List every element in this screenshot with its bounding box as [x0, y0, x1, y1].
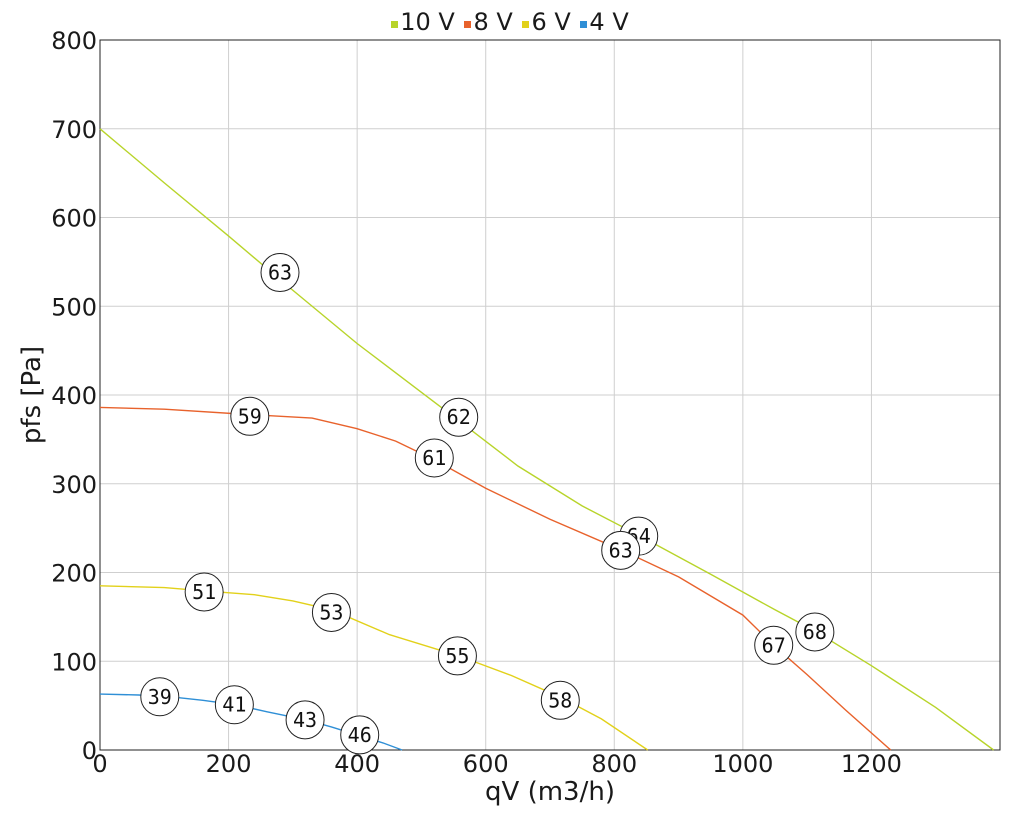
series-layer — [99, 128, 995, 751]
point-label-text: 63 — [609, 538, 633, 562]
x-tick-label: 0 — [92, 750, 107, 778]
y-tick-label: 400 — [51, 382, 97, 410]
point-label-badge — [795, 612, 835, 652]
point-label-badge — [230, 396, 270, 436]
point-label-badge — [439, 397, 479, 437]
x-tick-label: 200 — [206, 750, 252, 778]
point-label-text: 39 — [148, 685, 172, 709]
legend-label-4v: 4 V — [589, 8, 629, 36]
x-axis-ticks: 0 200 400 600 800 1000 1200 — [92, 750, 902, 778]
x-tick-label: 1000 — [712, 750, 773, 778]
legend-swatch-6v — [522, 21, 530, 28]
point-label-text: 53 — [319, 600, 343, 624]
point-label-2: 51 — [184, 572, 224, 612]
point-label-3: 46 — [340, 715, 380, 755]
legend-label-8v: 8 V — [473, 8, 513, 36]
y-tick-label: 300 — [51, 471, 97, 499]
series-line-1 — [99, 406, 892, 751]
legend-swatch-10v — [391, 21, 399, 28]
point-label-text: 63 — [268, 261, 292, 285]
point-label-badge — [601, 530, 641, 570]
point-label-text: 46 — [348, 723, 372, 747]
point-label-text: 41 — [222, 693, 246, 717]
legend-swatch-4v — [580, 21, 588, 28]
point-label-badge — [340, 715, 380, 755]
point-label-text: 61 — [422, 446, 446, 470]
point-label-2: 53 — [311, 592, 351, 632]
x-axis-title: qV (m3/h) — [485, 777, 615, 807]
point-label-text: 68 — [803, 620, 827, 644]
point-label-2: 55 — [437, 636, 477, 676]
legend-swatch-8v — [464, 21, 472, 28]
y-tick-label: 100 — [51, 648, 97, 676]
series-line-0 — [99, 128, 995, 751]
point-label-badge — [311, 592, 351, 632]
point-label-text: 62 — [447, 405, 471, 429]
y-tick-label: 0 — [82, 737, 97, 765]
point-label-text: 59 — [238, 404, 262, 428]
legend-item-4v[interactable]: 4 V — [580, 8, 629, 36]
point-label-text: 67 — [762, 633, 786, 657]
y-tick-label: 500 — [51, 293, 97, 321]
x-tick-label: 800 — [591, 750, 637, 778]
chart-legend: 10 V 8 V 6 V 4 V — [0, 8, 1020, 36]
point-label-2: 58 — [540, 680, 580, 720]
point-label-3: 41 — [214, 685, 254, 725]
point-label-badge — [540, 680, 580, 720]
point-label-badge — [414, 438, 454, 478]
point-label-badge — [437, 636, 477, 676]
point-label-1: 59 — [230, 396, 270, 436]
x-tick-label: 1200 — [841, 750, 902, 778]
x-tick-label: 400 — [334, 750, 380, 778]
point-label-0: 62 — [439, 397, 479, 437]
point-label-badge — [184, 572, 224, 612]
legend-label-10v: 10 V — [400, 8, 455, 36]
point-label-0: 63 — [260, 253, 300, 293]
y-tick-label: 800 — [51, 27, 97, 55]
point-label-3: 39 — [140, 677, 180, 717]
legend-item-8v[interactable]: 8 V — [464, 8, 513, 36]
point-label-badge — [214, 685, 254, 725]
y-axis-title: pfs [Pa] — [17, 346, 47, 444]
point-label-0: 68 — [795, 612, 835, 652]
point-label-badge — [140, 677, 180, 717]
y-axis-ticks: 0 100 200 300 400 500 600 700 800 — [51, 27, 97, 765]
y-tick-label: 600 — [51, 205, 97, 233]
point-label-text: 58 — [548, 688, 572, 712]
plot-area-frame — [99, 39, 1001, 751]
x-tick-label: 600 — [463, 750, 509, 778]
point-label-text: 43 — [293, 708, 317, 732]
point-label-1: 61 — [414, 438, 454, 478]
y-tick-label: 700 — [51, 116, 97, 144]
point-label-badge — [754, 625, 794, 665]
point-label-1: 67 — [754, 625, 794, 665]
y-tick-label: 200 — [51, 560, 97, 588]
legend-item-6v[interactable]: 6 V — [522, 8, 571, 36]
point-label-badge — [260, 253, 300, 293]
point-label-badge — [285, 700, 325, 740]
point-label-text: 55 — [445, 644, 469, 668]
chart-grid — [99, 39, 1000, 751]
point-label-text: 51 — [192, 580, 216, 604]
point-label-3: 43 — [285, 700, 325, 740]
legend-label-6v: 6 V — [531, 8, 571, 36]
point-label-1: 63 — [601, 530, 641, 570]
legend-item-10v[interactable]: 10 V — [391, 8, 455, 36]
